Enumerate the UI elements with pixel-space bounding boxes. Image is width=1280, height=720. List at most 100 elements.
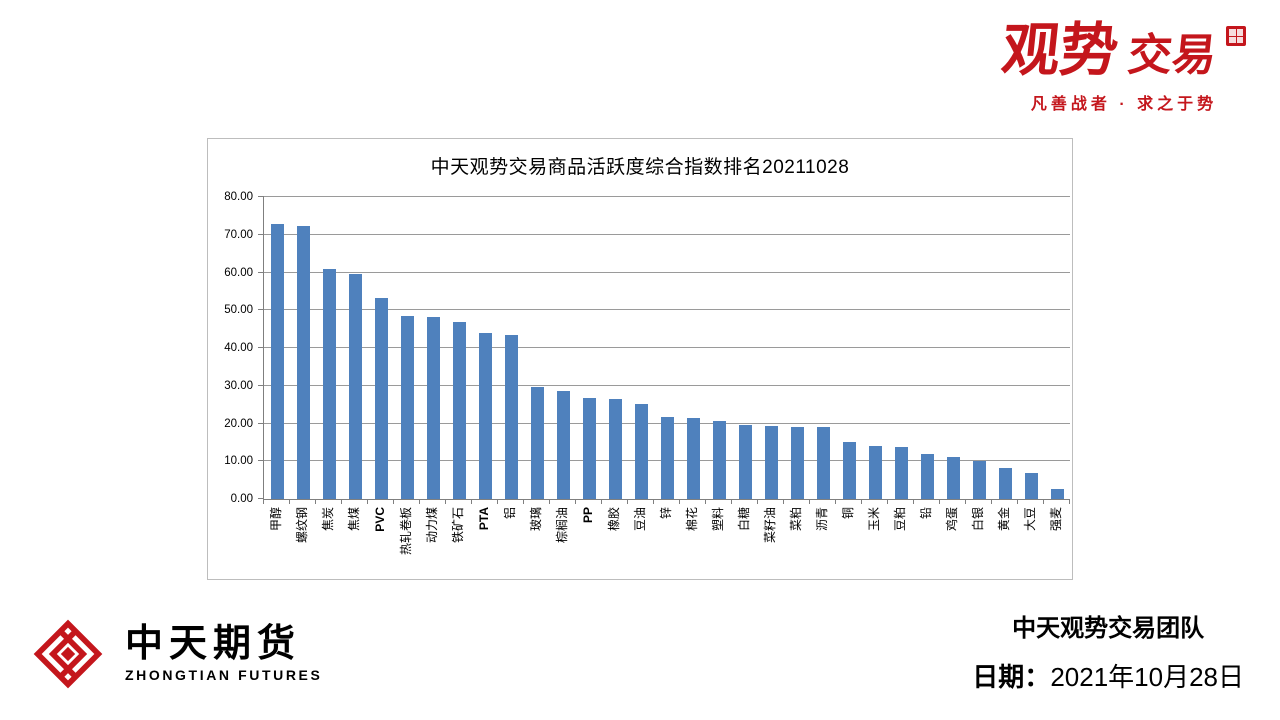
x-axis-label: 白银 xyxy=(971,507,985,532)
x-label-slot: 玻璃 xyxy=(523,500,549,580)
bar-焦煤 xyxy=(348,274,362,499)
seal-stamp-icon xyxy=(1226,26,1246,46)
x-axis-tick xyxy=(757,499,758,504)
x-axis-label: 塑料 xyxy=(711,507,725,532)
x-axis-tick xyxy=(783,499,784,504)
bar-PTA xyxy=(478,332,492,499)
bars-series xyxy=(264,197,1070,499)
brand-calligraphy-sub: 交易 xyxy=(1125,31,1219,80)
x-axis-tick xyxy=(939,499,940,504)
x-axis-tick xyxy=(601,499,602,504)
y-axis-tick xyxy=(258,384,264,386)
x-axis-tick xyxy=(575,499,576,504)
x-axis-label: 铁矿石 xyxy=(451,507,465,544)
diamond-lattice-icon xyxy=(33,619,103,689)
x-label-slot: 鸡蛋 xyxy=(939,500,965,580)
bar-大豆 xyxy=(1024,472,1038,499)
y-axis-label: 80.00 xyxy=(224,191,253,203)
bar-白银 xyxy=(972,460,986,499)
bar-slot xyxy=(316,197,342,499)
bar-铝 xyxy=(504,334,518,499)
bar-菜籽油 xyxy=(764,425,778,499)
bar-铁矿石 xyxy=(452,321,466,499)
y-axis-label: 40.00 xyxy=(224,342,253,354)
plot-area: 0.00 10.00 20.00 30.00 40.00 50.00 60.00 70.00 8… xyxy=(224,191,1070,505)
x-axis-label: 铅 xyxy=(919,507,933,520)
x-label-slot: 铅 xyxy=(913,500,939,580)
x-axis-label: 玻璃 xyxy=(529,507,543,532)
bar-强麦 xyxy=(1050,488,1064,499)
x-axis-tick xyxy=(1017,499,1018,504)
x-axis-tick xyxy=(861,499,862,504)
y-axis-tick xyxy=(258,347,264,348)
bar-slot xyxy=(680,197,706,499)
bar-slot xyxy=(810,197,836,499)
date-value: 2021年10月28日 xyxy=(1050,662,1244,692)
bar-slot xyxy=(784,197,810,499)
brand-logo: 观势 交易 凡善战者 · 求之于势 xyxy=(999,18,1246,114)
x-label-slot: 热轧卷板 xyxy=(393,500,419,580)
bar-铅 xyxy=(920,454,934,499)
x-axis-label: PP xyxy=(581,507,595,524)
x-axis-label: 大豆 xyxy=(1023,507,1037,532)
bar-黄金 xyxy=(998,468,1012,499)
x-axis-label: 螺纹钢 xyxy=(295,507,309,544)
x-axis-tick xyxy=(419,499,420,504)
x-axis-tick xyxy=(835,499,836,504)
y-axis-tick xyxy=(258,422,264,424)
bar-螺纹钢 xyxy=(296,226,310,499)
x-axis-tick xyxy=(549,499,550,504)
x-axis-label: 玉米 xyxy=(867,507,881,532)
bar-slot xyxy=(758,197,784,499)
bar-slot xyxy=(602,197,628,499)
y-axis-tick xyxy=(258,233,264,235)
bar-slot xyxy=(394,197,420,499)
x-label-slot: 黄金 xyxy=(991,500,1017,580)
bar-slot xyxy=(732,197,758,499)
gridline xyxy=(264,347,1070,348)
bar-slot xyxy=(472,197,498,499)
chart-title: 中天观势交易商品活跃度综合指数排名20211028 xyxy=(430,157,850,178)
x-axis-label: 菜粕 xyxy=(789,507,803,532)
bar-棕榈油 xyxy=(556,390,570,499)
x-label-slot: PTA xyxy=(471,500,497,580)
y-axis-label: 0.00 xyxy=(230,493,253,505)
bar-热轧卷板 xyxy=(400,315,414,499)
bar-白糖 xyxy=(738,424,752,499)
y-axis-tick xyxy=(258,271,264,273)
x-axis-label: 豆粕 xyxy=(893,507,907,532)
y-axis-label: 30.00 xyxy=(224,379,253,392)
x-label-slot: 塑料 xyxy=(705,500,731,580)
x-axis-tick xyxy=(965,499,966,504)
x-label-slot: 甲醇 xyxy=(263,500,289,580)
bar-锌 xyxy=(660,416,674,499)
x-axis-tick xyxy=(497,499,498,504)
x-axis-label: 棉花 xyxy=(685,507,699,532)
bar-slot xyxy=(290,197,316,499)
x-axis-label: 铜 xyxy=(841,507,855,520)
x-axis-label: 橡胶 xyxy=(607,507,621,532)
company-logo: 中天期货 ZHONGTIAN FUTURES xyxy=(33,614,322,694)
x-axis-tick xyxy=(315,499,316,504)
x-label-slot: 棕榈油 xyxy=(549,500,575,580)
x-label-slot: 棉花 xyxy=(679,500,705,580)
x-axis-ticks xyxy=(263,499,1070,505)
x-label-slot: 铝 xyxy=(497,500,523,580)
x-label-slot: 豆油 xyxy=(627,500,653,580)
bar-slot xyxy=(420,197,446,499)
x-label-slot: 螺纹钢 xyxy=(289,500,315,580)
x-label-slot: 铁矿石 xyxy=(445,500,471,580)
bar-slot xyxy=(836,197,862,499)
footer-right: 中天观势交易团队 日期：2021年10月28日 xyxy=(972,608,1244,694)
bar-slot xyxy=(654,197,680,499)
bar-slot xyxy=(342,197,368,499)
bar-鸡蛋 xyxy=(946,457,960,499)
team-name: 中天观势交易团队 xyxy=(1012,615,1205,642)
x-axis-label: 菜籽油 xyxy=(763,507,777,544)
x-label-slot: 大豆 xyxy=(1017,500,1043,580)
x-axis-tick xyxy=(627,499,628,504)
x-axis-label: 豆油 xyxy=(633,507,647,532)
bar-slot xyxy=(446,197,472,499)
x-axis-tick xyxy=(887,499,888,504)
x-axis-labels: 甲醇 螺纹钢 焦炭 焦煤 PVC 热轧卷板 动力煤 铁矿石 PTA 铝玻璃 棕榈油 PP 橡胶 豆油锌棉花… xyxy=(263,500,1069,580)
